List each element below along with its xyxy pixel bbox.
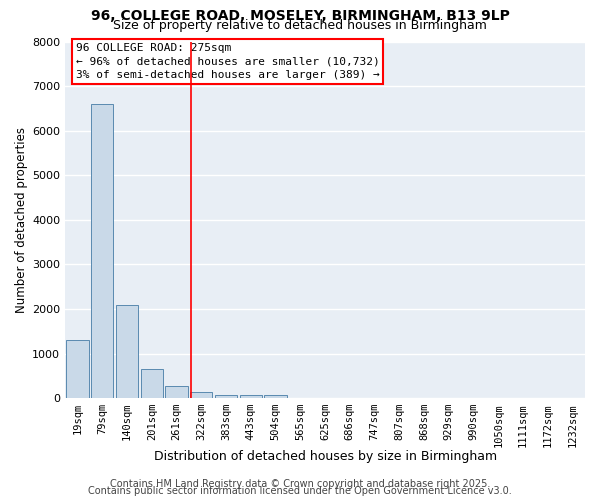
Bar: [215, 394, 237, 398]
Text: Size of property relative to detached houses in Birmingham: Size of property relative to detached ho…: [113, 18, 487, 32]
Text: Contains public sector information licensed under the Open Government Licence v3: Contains public sector information licen…: [88, 486, 512, 496]
Bar: [140, 369, 163, 398]
Text: 96 COLLEGE ROAD: 275sqm
← 96% of detached houses are smaller (10,732)
3% of semi: 96 COLLEGE ROAD: 275sqm ← 96% of detache…: [76, 44, 379, 80]
Y-axis label: Number of detached properties: Number of detached properties: [15, 127, 28, 313]
Bar: [67, 340, 89, 398]
Bar: [166, 386, 188, 398]
Bar: [190, 392, 212, 398]
Bar: [265, 395, 287, 398]
Bar: [239, 395, 262, 398]
Text: Contains HM Land Registry data © Crown copyright and database right 2025.: Contains HM Land Registry data © Crown c…: [110, 479, 490, 489]
X-axis label: Distribution of detached houses by size in Birmingham: Distribution of detached houses by size …: [154, 450, 497, 462]
Bar: [91, 104, 113, 398]
Bar: [116, 304, 138, 398]
Text: 96, COLLEGE ROAD, MOSELEY, BIRMINGHAM, B13 9LP: 96, COLLEGE ROAD, MOSELEY, BIRMINGHAM, B…: [91, 9, 509, 23]
